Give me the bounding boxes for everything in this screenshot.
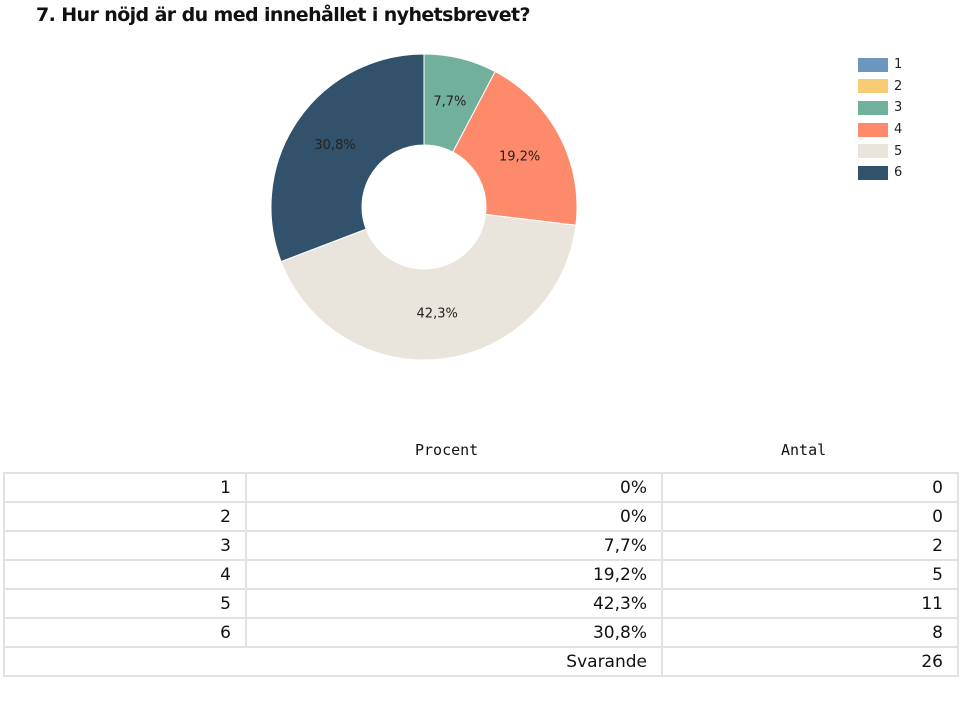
legend-swatch-3: [858, 100, 888, 115]
table-row: 1 0% 0: [3, 472, 959, 503]
slice-label-3: 7,7%: [433, 95, 466, 110]
row-percent: 42,3%: [245, 588, 663, 619]
legend-label-5: 5: [894, 143, 903, 159]
column-header-procent: Procent: [415, 441, 479, 459]
table-row: 4 19,2% 5: [3, 559, 959, 590]
row-label: 4: [3, 559, 247, 590]
legend-item-5: 5: [858, 140, 902, 162]
total-count: 26: [661, 646, 959, 677]
row-percent: 0%: [245, 501, 663, 532]
column-header-antal: Antal: [781, 441, 827, 459]
chart-legend: 1 2 3 4 5 6: [858, 54, 902, 184]
row-label: 2: [3, 501, 247, 532]
row-count: 11: [661, 588, 959, 619]
legend-label-4: 4: [894, 122, 903, 138]
row-percent: 7,7%: [245, 530, 663, 561]
legend-item-1: 1: [858, 54, 902, 76]
row-percent: 30,8%: [245, 617, 663, 648]
legend-label-1: 1: [894, 57, 903, 73]
legend-label-3: 3: [894, 100, 903, 116]
table-row: 3 7,7% 2: [3, 530, 959, 561]
legend-swatch-6: [858, 165, 888, 180]
row-count: 0: [661, 472, 959, 503]
row-count: 8: [661, 617, 959, 648]
slice-label-6: 30,8%: [314, 138, 355, 153]
legend-item-2: 2: [858, 76, 902, 98]
legend-item-4: 4: [858, 119, 902, 141]
table-total-row: Svarande 26: [3, 646, 959, 677]
chart-title: 7. Hur nöjd är du med innehållet i nyhet…: [36, 4, 531, 26]
row-percent: 0%: [245, 472, 663, 503]
legend-swatch-5: [858, 144, 888, 159]
donut-slice-6: [270, 53, 425, 263]
legend-swatch-1: [858, 57, 888, 72]
slice-label-5: 42,3%: [417, 307, 458, 322]
donut-slice-4: [452, 70, 578, 226]
row-count: 0: [661, 501, 959, 532]
row-label: 6: [3, 617, 247, 648]
legend-label-6: 6: [894, 165, 903, 181]
legend-swatch-2: [858, 79, 888, 94]
table-row: 6 30,8% 8: [3, 617, 959, 648]
slice-label-4: 19,2%: [499, 149, 540, 164]
row-label: 5: [3, 588, 247, 619]
row-count: 2: [661, 530, 959, 561]
row-count: 5: [661, 559, 959, 590]
row-percent: 19,2%: [245, 559, 663, 590]
table-row: 2 0% 0: [3, 501, 959, 532]
legend-item-6: 6: [858, 162, 902, 184]
table-row: 5 42,3% 11: [3, 588, 959, 619]
legend-item-3: 3: [858, 97, 902, 119]
legend-label-2: 2: [894, 78, 903, 94]
results-table: 1 0% 0 2 0% 0 3 7,7% 2 4 19,2% 5 5 42,3%…: [3, 472, 959, 677]
row-label: 3: [3, 530, 247, 561]
donut-chart: 7,7% 19,2% 42,3% 30,8%: [270, 53, 578, 361]
total-label: Svarande: [3, 646, 663, 677]
donut-slice-5: [280, 213, 577, 361]
row-label: 1: [3, 472, 247, 503]
legend-swatch-4: [858, 122, 888, 137]
